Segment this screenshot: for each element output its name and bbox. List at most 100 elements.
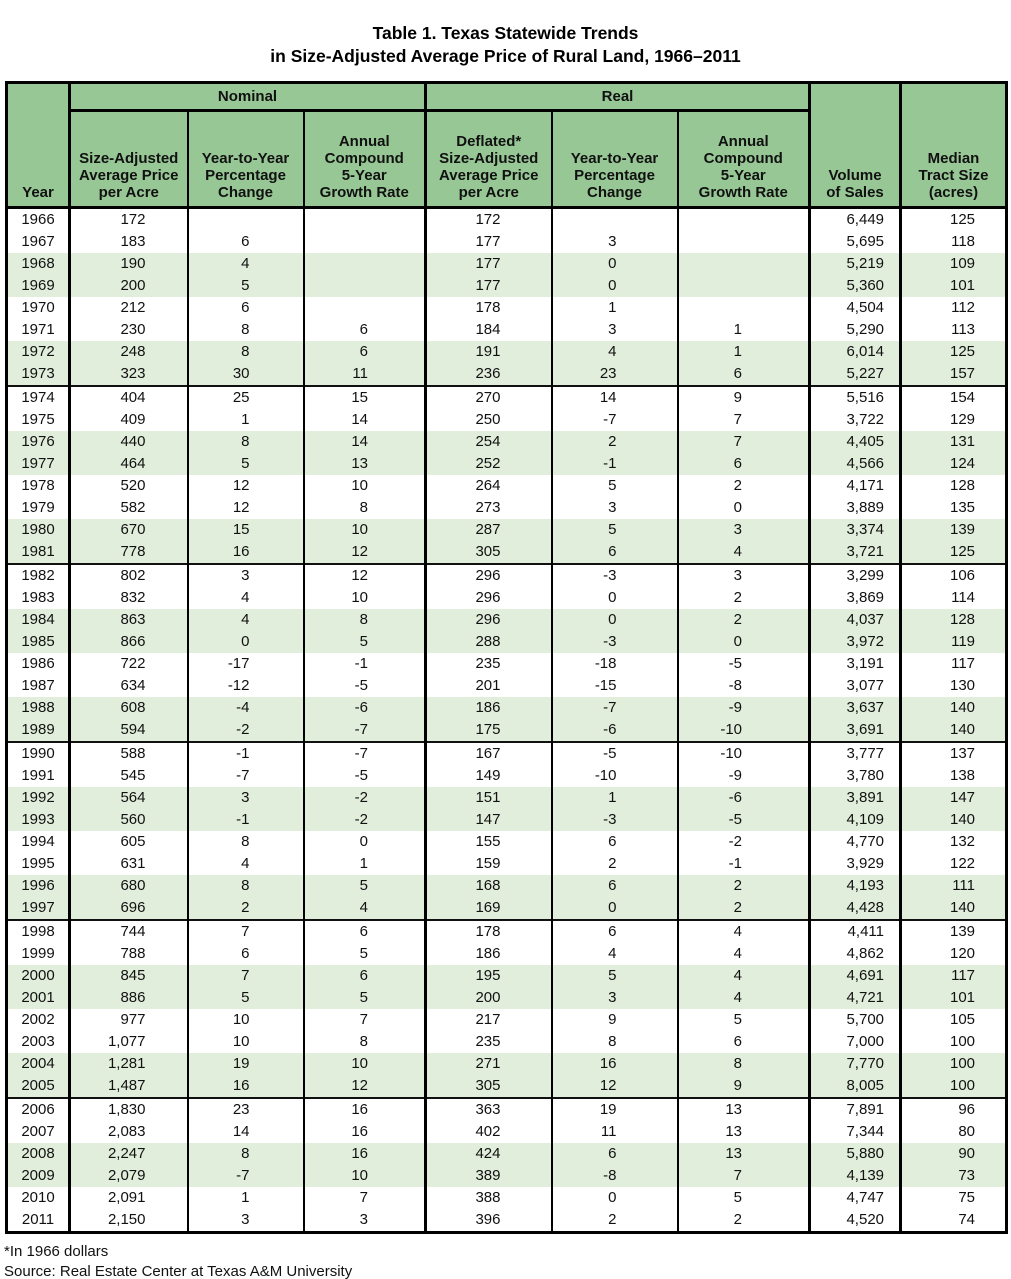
cell-nominal-price: 2,150 [68, 1209, 188, 1233]
cell-volume: 4,691 [808, 965, 901, 987]
cell-nominal-yty: 10 [186, 1031, 304, 1053]
cell-volume: 3,191 [808, 653, 901, 675]
cell-volume: 4,721 [808, 987, 901, 1009]
cell-nominal-yty: -1 [186, 741, 304, 765]
cell-volume: 5,290 [808, 319, 901, 341]
cell-volume: 4,747 [808, 1187, 901, 1209]
cell-real-yty [550, 207, 678, 231]
cell-nominal-growth: 12 [302, 563, 426, 587]
cell-median: 73 [899, 1165, 1007, 1187]
cell-real-yty: -7 [550, 697, 678, 719]
cell-volume: 3,374 [808, 519, 901, 541]
cell-volume: 5,695 [808, 231, 901, 253]
cell-nominal-growth: -2 [302, 787, 426, 809]
cell-nominal-growth: 7 [302, 1187, 426, 1209]
cell-volume: 3,777 [808, 741, 901, 765]
cell-nominal-yty: 14 [186, 1121, 304, 1143]
cell-volume: 3,891 [808, 787, 901, 809]
cell-real-price: 305 [424, 1075, 552, 1098]
footnote-source: Source: Real Estate Center at Texas A&M … [4, 1262, 353, 1279]
cell-real-price: 169 [424, 897, 552, 920]
cell-nominal-growth: 6 [302, 319, 426, 341]
cell-nominal-price: 845 [68, 965, 188, 987]
table-row: 1977 464 5 13 252 -1 6 4,566 124 [5, 453, 1007, 475]
cell-volume: 5,360 [808, 275, 901, 297]
cell-real-yty: 3 [550, 987, 678, 1009]
cell-real-yty: -7 [550, 409, 678, 431]
cell-nominal-growth: 6 [302, 919, 426, 943]
cell-year: 1990 [5, 741, 70, 765]
cell-nominal-growth: 6 [302, 965, 426, 987]
table-title: Table 1. Texas Statewide Trends in Size-… [0, 0, 1011, 68]
cell-real-yty: -15 [550, 675, 678, 697]
cell-median: 154 [899, 385, 1007, 409]
cell-nominal-yty: 16 [186, 541, 304, 564]
cell-real-yty: 0 [550, 897, 678, 920]
cell-year: 1994 [5, 831, 70, 853]
cell-real-yty: 6 [550, 1143, 678, 1165]
cell-nominal-yty: -7 [186, 1165, 304, 1187]
cell-volume: 4,171 [808, 475, 901, 497]
header-group-row: Year Nominal Real Volume of Sales Median… [5, 82, 1007, 209]
cell-nominal-growth [302, 253, 426, 275]
table-row: 1972 248 8 6 191 4 1 6,014 125 [5, 341, 1007, 363]
cell-nominal-growth: 0 [302, 831, 426, 853]
cell-nominal-growth: 8 [302, 1031, 426, 1053]
cell-nominal-yty: 5 [186, 275, 304, 297]
cell-volume: 3,929 [808, 853, 901, 875]
cell-nominal-yty: 3 [186, 787, 304, 809]
cell-year: 1971 [5, 319, 70, 341]
cell-year: 1987 [5, 675, 70, 697]
cell-year: 1982 [5, 563, 70, 587]
cell-real-growth: 7 [676, 1165, 810, 1187]
cell-nominal-price: 2,091 [68, 1187, 188, 1209]
cell-year: 2006 [5, 1097, 70, 1121]
cell-real-growth: 2 [676, 587, 810, 609]
cell-nominal-growth: -1 [302, 653, 426, 675]
cell-median: 129 [899, 409, 1007, 431]
table-row: 2003 1,077 10 8 235 8 6 7,000 100 [5, 1031, 1007, 1053]
cell-real-growth: 3 [676, 563, 810, 587]
cell-real-growth: 2 [676, 609, 810, 631]
cell-nominal-price: 2,079 [68, 1165, 188, 1187]
cell-year: 1996 [5, 875, 70, 897]
table-row: 1995 631 4 1 159 2 -1 3,929 122 [5, 853, 1007, 875]
table-row: 2009 2,079 -7 10 389 -8 7 4,139 73 [5, 1165, 1007, 1187]
cell-nominal-yty: -2 [186, 719, 304, 742]
table-row: 2011 2,150 3 3 396 2 2 4,520 74 [5, 1209, 1007, 1233]
cell-nominal-price: 248 [68, 341, 188, 363]
cell-nominal-yty: -17 [186, 653, 304, 675]
cell-median: 130 [899, 675, 1007, 697]
cell-real-growth: 13 [676, 1121, 810, 1143]
cell-year: 2010 [5, 1187, 70, 1209]
cell-real-price: 167 [424, 741, 552, 765]
cell-median: 132 [899, 831, 1007, 853]
cell-real-yty: -3 [550, 563, 678, 587]
cell-nominal-price: 634 [68, 675, 188, 697]
cell-nominal-growth: 16 [302, 1121, 426, 1143]
cell-real-yty: -1 [550, 453, 678, 475]
cell-real-growth [676, 231, 810, 253]
cell-real-growth: 0 [676, 631, 810, 653]
cell-volume: 4,109 [808, 809, 901, 831]
cell-nominal-growth: -2 [302, 809, 426, 831]
table-row: 2006 1,830 23 16 363 19 13 7,891 96 [5, 1097, 1007, 1121]
cell-nominal-growth [302, 297, 426, 319]
cell-volume: 4,862 [808, 943, 901, 965]
cell-nominal-growth: 11 [302, 363, 426, 386]
cell-year: 2002 [5, 1009, 70, 1031]
cell-nominal-price: 1,830 [68, 1097, 188, 1121]
cell-real-yty: -8 [550, 1165, 678, 1187]
cell-year: 1997 [5, 897, 70, 920]
cell-nominal-price: 183 [68, 231, 188, 253]
table-row: 1971 230 8 6 184 3 1 5,290 113 [5, 319, 1007, 341]
cell-nominal-growth: -7 [302, 741, 426, 765]
cell-real-yty: 0 [550, 253, 678, 275]
table-row: 2004 1,281 19 10 271 16 8 7,770 100 [5, 1053, 1007, 1075]
cell-median: 117 [899, 965, 1007, 987]
cell-volume: 3,077 [808, 675, 901, 697]
cell-real-growth: 13 [676, 1097, 810, 1121]
cell-real-price: 151 [424, 787, 552, 809]
cell-real-growth: 5 [676, 1009, 810, 1031]
cell-real-yty: 4 [550, 943, 678, 965]
